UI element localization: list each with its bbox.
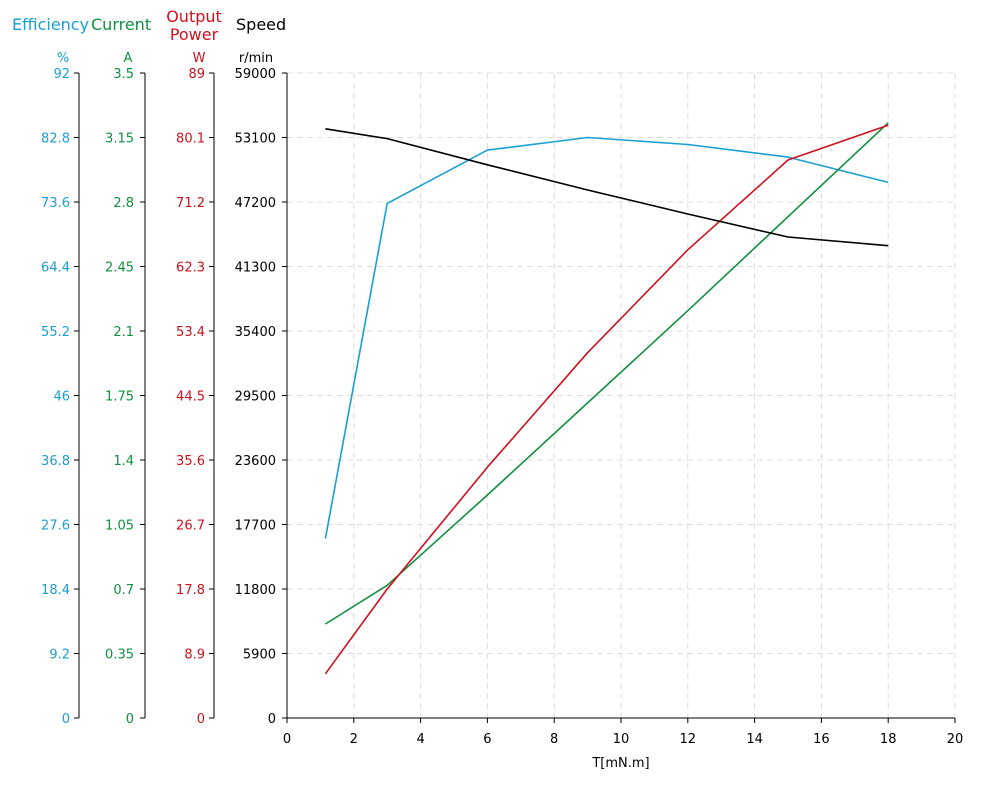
y-axis-unit-power: W xyxy=(193,51,206,66)
y-tick-label-power: 53.4 xyxy=(176,325,205,340)
y-axis-efficiency: % 0 9.2 18.4 27.6 36.8 46 55.2 64.4 73.6 82.8 92 xyxy=(41,51,80,727)
y-tick-label-speed: 29500 xyxy=(235,390,276,405)
y-tick-label-power: 80.1 xyxy=(176,132,205,147)
x-tick-label: 0 xyxy=(283,732,291,747)
y-tick-label-speed: 11800 xyxy=(235,583,276,598)
y-tick-label-speed: 0 xyxy=(268,712,276,727)
y-tick-label-current: 0.35 xyxy=(105,648,134,663)
y-tick-label-current: 2.45 xyxy=(105,261,134,276)
y-tick-label-current: 1.75 xyxy=(105,390,134,405)
y-tick-label-power: 35.6 xyxy=(176,454,205,469)
y-tick-label-speed: 41300 xyxy=(235,261,276,276)
y-tick-label-power: 0 xyxy=(197,712,205,727)
y-axis-speed: r/min 0 5900 11800 17700 23600 29500 35400 41300… xyxy=(235,51,288,727)
y-tick-label-current: 2.1 xyxy=(113,325,134,340)
x-tick-label: 14 xyxy=(746,732,763,747)
y-axis-power: W 0 8.9 17.8 26.7 35.6 44.5 53.4 62.3 71.2 80.1 89 xyxy=(176,51,215,727)
series-line-current xyxy=(324,122,889,625)
chart-grid xyxy=(287,72,956,718)
y-axis-current: A 0 0.35 0.7 1.05 1.4 1.75 2.1 2.45 2.8 3.15 3.5 xyxy=(105,51,146,727)
y-tick-label-power: 8.9 xyxy=(184,648,205,663)
y-tick-label-speed: 23600 xyxy=(235,454,276,469)
y-tick-label-speed: 5900 xyxy=(243,648,276,663)
y-tick-label-efficiency: 9.2 xyxy=(49,648,70,663)
y-tick-label-efficiency: 64.4 xyxy=(41,261,70,276)
y-tick-label-power: 44.5 xyxy=(176,390,205,405)
x-axis-label: T[mN.m] xyxy=(591,756,649,771)
series-line-speed xyxy=(325,128,889,247)
y-tick-label-power: 26.7 xyxy=(176,519,205,534)
x-tick-label: 20 xyxy=(947,732,964,747)
series-line-efficiency xyxy=(324,136,889,539)
x-tick-label: 16 xyxy=(813,732,830,747)
y-tick-label-efficiency: 46 xyxy=(53,390,70,405)
y-tick-label-speed: 47200 xyxy=(235,196,276,211)
y-axis-unit-current: A xyxy=(124,51,133,66)
y-tick-label-current: 0 xyxy=(126,712,134,727)
x-tick-label: 2 xyxy=(350,732,358,747)
x-tick-label: 4 xyxy=(416,732,424,747)
y-tick-label-efficiency: 36.8 xyxy=(41,454,70,469)
chart-legend: Efficiency Current Output Power Speed xyxy=(12,7,286,44)
y-tick-label-current: 3.15 xyxy=(105,132,134,147)
x-axis: 0 2 4 6 8 10 12 14 16 18 20 T[mN.m] xyxy=(283,717,964,771)
legend-efficiency: Efficiency xyxy=(12,15,89,34)
y-tick-label-current: 1.05 xyxy=(105,519,134,534)
y-tick-label-efficiency: 82.8 xyxy=(41,132,70,147)
x-tick-label: 18 xyxy=(880,732,897,747)
y-tick-label-efficiency: 18.4 xyxy=(41,583,70,598)
y-axes: % 0 9.2 18.4 27.6 36.8 46 55.2 64.4 73.6 82.8 92 A 0 0… xyxy=(41,51,288,727)
y-tick-label-power: 62.3 xyxy=(176,261,205,276)
legend-current: Current xyxy=(91,15,151,34)
x-tick-label: 8 xyxy=(550,732,558,747)
y-axis-unit-efficiency: % xyxy=(57,51,69,66)
y-tick-label-power: 89 xyxy=(188,67,205,82)
x-tick-label: 6 xyxy=(483,732,491,747)
series-line-power xyxy=(324,124,889,675)
y-axis-unit-speed: r/min xyxy=(239,51,273,66)
x-tick-label: 12 xyxy=(680,732,697,747)
legend-speed: Speed xyxy=(236,15,286,34)
y-tick-label-speed: 53100 xyxy=(235,132,276,147)
y-tick-label-current: 3.5 xyxy=(113,67,134,82)
legend-output-power: Output Power xyxy=(166,7,222,44)
chart-series xyxy=(324,122,889,675)
y-tick-label-efficiency: 73.6 xyxy=(41,196,70,211)
y-tick-label-power: 17.8 xyxy=(176,583,205,598)
y-tick-label-speed: 59000 xyxy=(235,67,276,82)
y-tick-label-current: 0.7 xyxy=(113,583,134,598)
x-tick-label: 10 xyxy=(613,732,630,747)
y-tick-label-efficiency: 0 xyxy=(62,712,70,727)
y-tick-label-efficiency: 55.2 xyxy=(41,325,70,340)
y-tick-label-current: 1.4 xyxy=(113,454,134,469)
y-tick-label-speed: 35400 xyxy=(235,325,276,340)
y-tick-label-speed: 17700 xyxy=(235,519,276,534)
y-tick-label-efficiency: 27.6 xyxy=(41,519,70,534)
y-tick-label-power: 71.2 xyxy=(176,196,205,211)
y-tick-label-current: 2.8 xyxy=(113,196,134,211)
y-tick-label-efficiency: 92 xyxy=(53,67,70,82)
